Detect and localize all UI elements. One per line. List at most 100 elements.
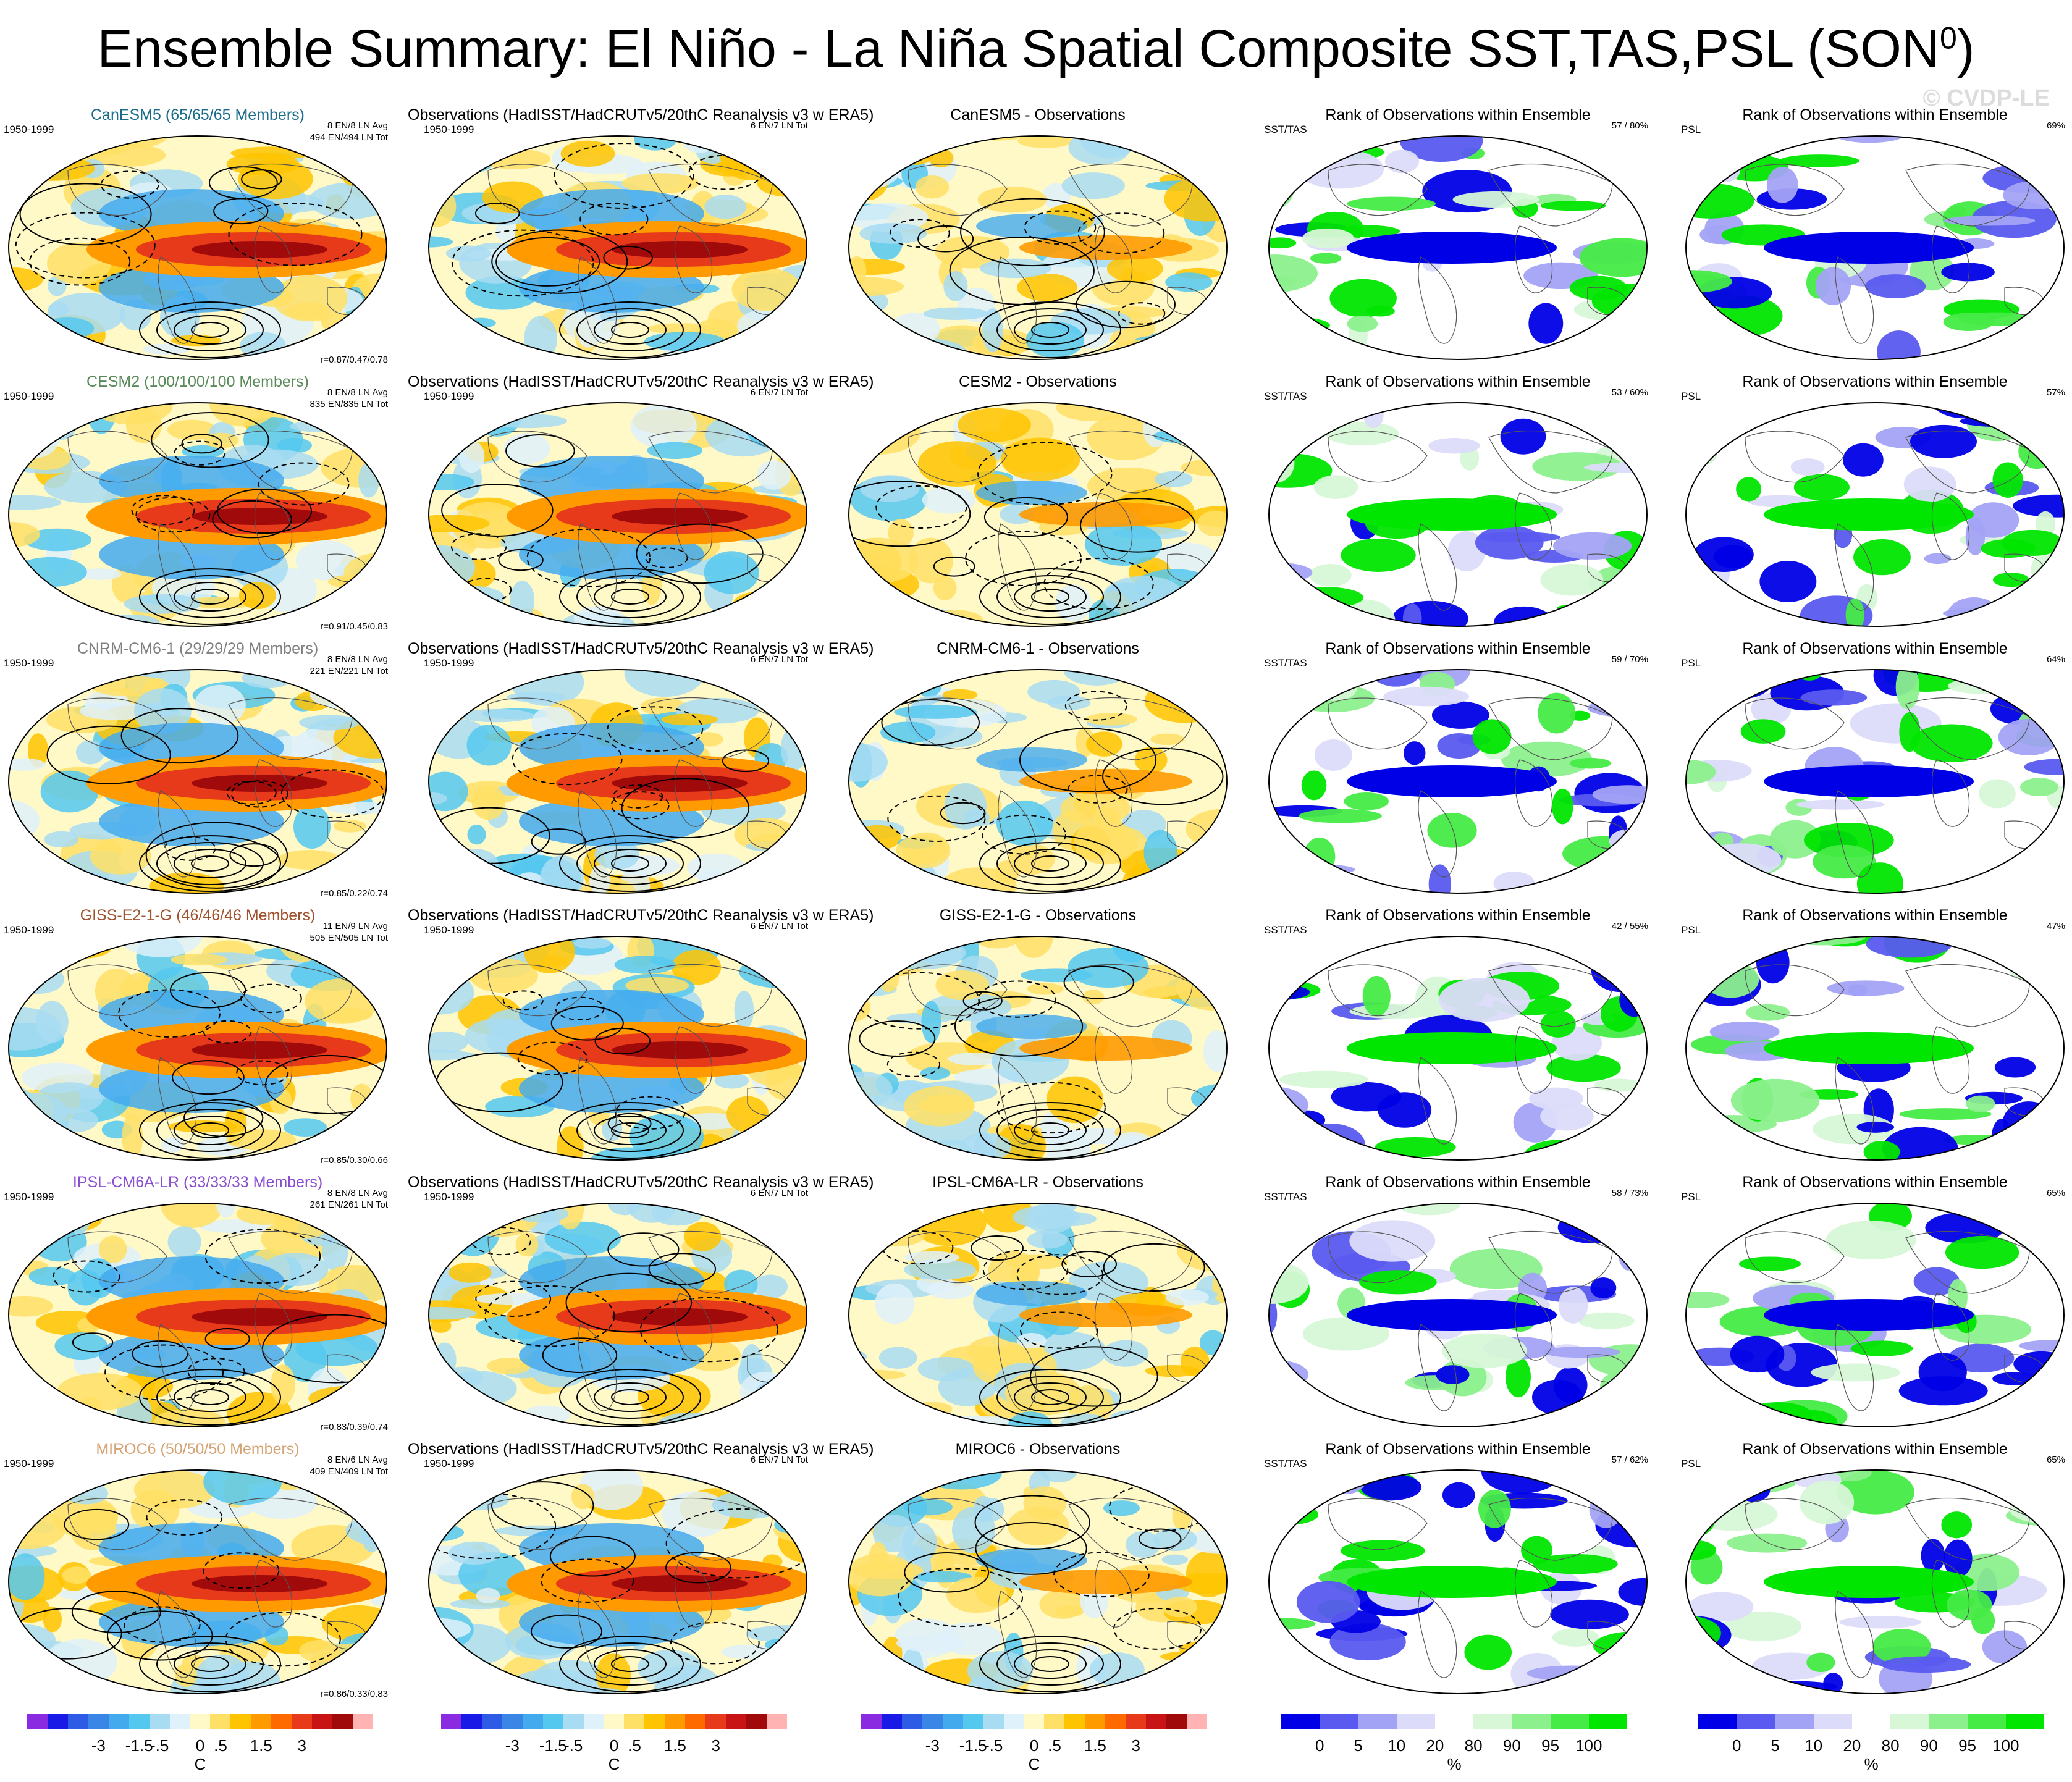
coastline (1905, 431, 2030, 494)
anomaly-blob (429, 335, 470, 359)
rank-blob (1899, 712, 1921, 752)
anomaly-blob (1178, 1398, 1206, 1427)
difference-panel: CNRM-CM6-1 - Observations (840, 637, 1236, 905)
map-model (8, 402, 387, 627)
rank-blob (1287, 864, 1355, 875)
rank-blob (1505, 1356, 1531, 1398)
rank-blob (1779, 154, 1859, 167)
psl-contour (174, 1649, 246, 1679)
coastline (254, 759, 293, 827)
coastline (1745, 431, 1845, 483)
rank-blob (1302, 1317, 1389, 1351)
coastline (1514, 492, 1553, 560)
psl-contour (241, 169, 282, 190)
rank-blob (2022, 1412, 2064, 1427)
anomaly-blob (334, 820, 366, 833)
psl-contour (974, 1495, 1090, 1550)
psl-contour (174, 315, 246, 345)
anomaly-blob (1165, 272, 1213, 292)
rank-blob (1309, 563, 1352, 587)
psl-contour (139, 568, 281, 625)
map-model (8, 1203, 387, 1427)
map-container (1266, 667, 1649, 896)
anomaly-blob (9, 415, 61, 458)
anomaly-blob (429, 675, 483, 693)
rank-blob (1910, 724, 1993, 763)
rank-blob (1764, 765, 1974, 797)
rank-blob (1349, 1004, 1442, 1019)
psl-contour (236, 1060, 289, 1086)
coastline (1418, 790, 1457, 878)
colorbar-swatch (332, 1714, 353, 1729)
psl-contour (15, 212, 156, 279)
rank-blob (1740, 719, 1786, 744)
rank-blob (2018, 432, 2056, 469)
colorbar-tick-label: 10 (1805, 1736, 1823, 1755)
rank-blob (1899, 1108, 1992, 1120)
psl-contour (131, 495, 195, 526)
anomaly-blob (9, 587, 27, 626)
map-container (6, 400, 389, 629)
anomaly-blob (305, 1203, 387, 1220)
rank-blob (1764, 498, 1974, 531)
coastline (1931, 225, 1970, 293)
colorbar-tick-label: 0 (609, 1736, 619, 1755)
anomaly-blob (1089, 1652, 1145, 1687)
period-label: 1950-1999 (4, 390, 54, 402)
coastline (998, 1591, 1037, 1678)
ensemble-stat-line: 494 EN/494 LN Tot (310, 132, 388, 143)
panel-row: CNRM-CM6-1 (29/29/29 Members) 1950-1999 8 … (0, 637, 2072, 905)
psl-contour (191, 1122, 229, 1138)
difference-panel: GISS-E2-1-G - Observations (840, 904, 1236, 1172)
model-title: CanESM5 (65/65/65 Members) (91, 106, 305, 124)
anomaly-blob (23, 528, 92, 552)
warm-anomaly (1019, 235, 1192, 260)
ensemble-stats: 8 EN/8 LN Avg 261 EN/261 LN Tot (310, 1187, 388, 1211)
rank-blob (1289, 612, 1320, 626)
colorbar-swatch (1588, 1714, 1628, 1729)
anomaly-blob (756, 936, 787, 964)
colorbar-tick-label: .5 (214, 1736, 227, 1755)
anomaly-blob (1201, 403, 1227, 411)
colorbar-tick-label: 5 (1354, 1736, 1363, 1755)
anomaly-blob (1103, 576, 1185, 618)
rank-title: Rank of Observations within Ensemble (1742, 1174, 2008, 1191)
anomaly-blob (1137, 670, 1189, 692)
ensemble-stat-line: 8 EN/8 LN Avg (327, 654, 388, 665)
rank-score: 57 / 62% (1611, 1455, 1648, 1465)
anomaly-blob (849, 1407, 919, 1427)
psl-contour (1029, 1346, 1158, 1407)
rank-blob (1833, 136, 1906, 143)
variable-label: SST/TAS (1264, 657, 1307, 669)
anomaly-blob (238, 582, 276, 610)
coastline (158, 523, 197, 611)
anomaly-blob (1202, 588, 1227, 612)
coastline (1488, 697, 1613, 760)
anomaly-blob (445, 245, 491, 262)
psl-contour (1014, 582, 1087, 612)
rank-psl-panel: Rank of Observations within Ensemble PSL 5… (1677, 371, 2072, 638)
map-obs (428, 1203, 807, 1427)
anomaly-blob (940, 867, 1017, 893)
observations-title: Observations (HadISST/HadCRUTv5/20thC Re… (408, 106, 874, 124)
psl-contour (978, 980, 1057, 1018)
rank-psl-panel: Rank of Observations within Ensemble PSL 6… (1677, 1171, 2072, 1439)
psl-contour (559, 568, 701, 625)
colorbar-swatch (1187, 1714, 1208, 1729)
model-panel: CNRM-CM6-1 (29/29/29 Members) 1950-1999 8 … (0, 637, 395, 905)
map-border (8, 1469, 387, 1694)
rank-blob (1738, 1256, 1801, 1272)
rank-blob (1297, 1470, 1334, 1493)
coastline (1488, 1498, 1613, 1561)
anomaly-blob (79, 702, 151, 720)
map-container (846, 667, 1229, 896)
psl-contour (502, 990, 544, 1011)
anomaly-blob (429, 412, 451, 449)
anomaly-blob (1172, 670, 1213, 696)
anomaly-blob (476, 1587, 500, 1603)
anomaly-blob (935, 970, 990, 1001)
psl-contour (962, 991, 1003, 1011)
rank-blob (1903, 466, 1956, 502)
psl-contour (933, 556, 975, 577)
rank-blob (1813, 844, 1876, 879)
